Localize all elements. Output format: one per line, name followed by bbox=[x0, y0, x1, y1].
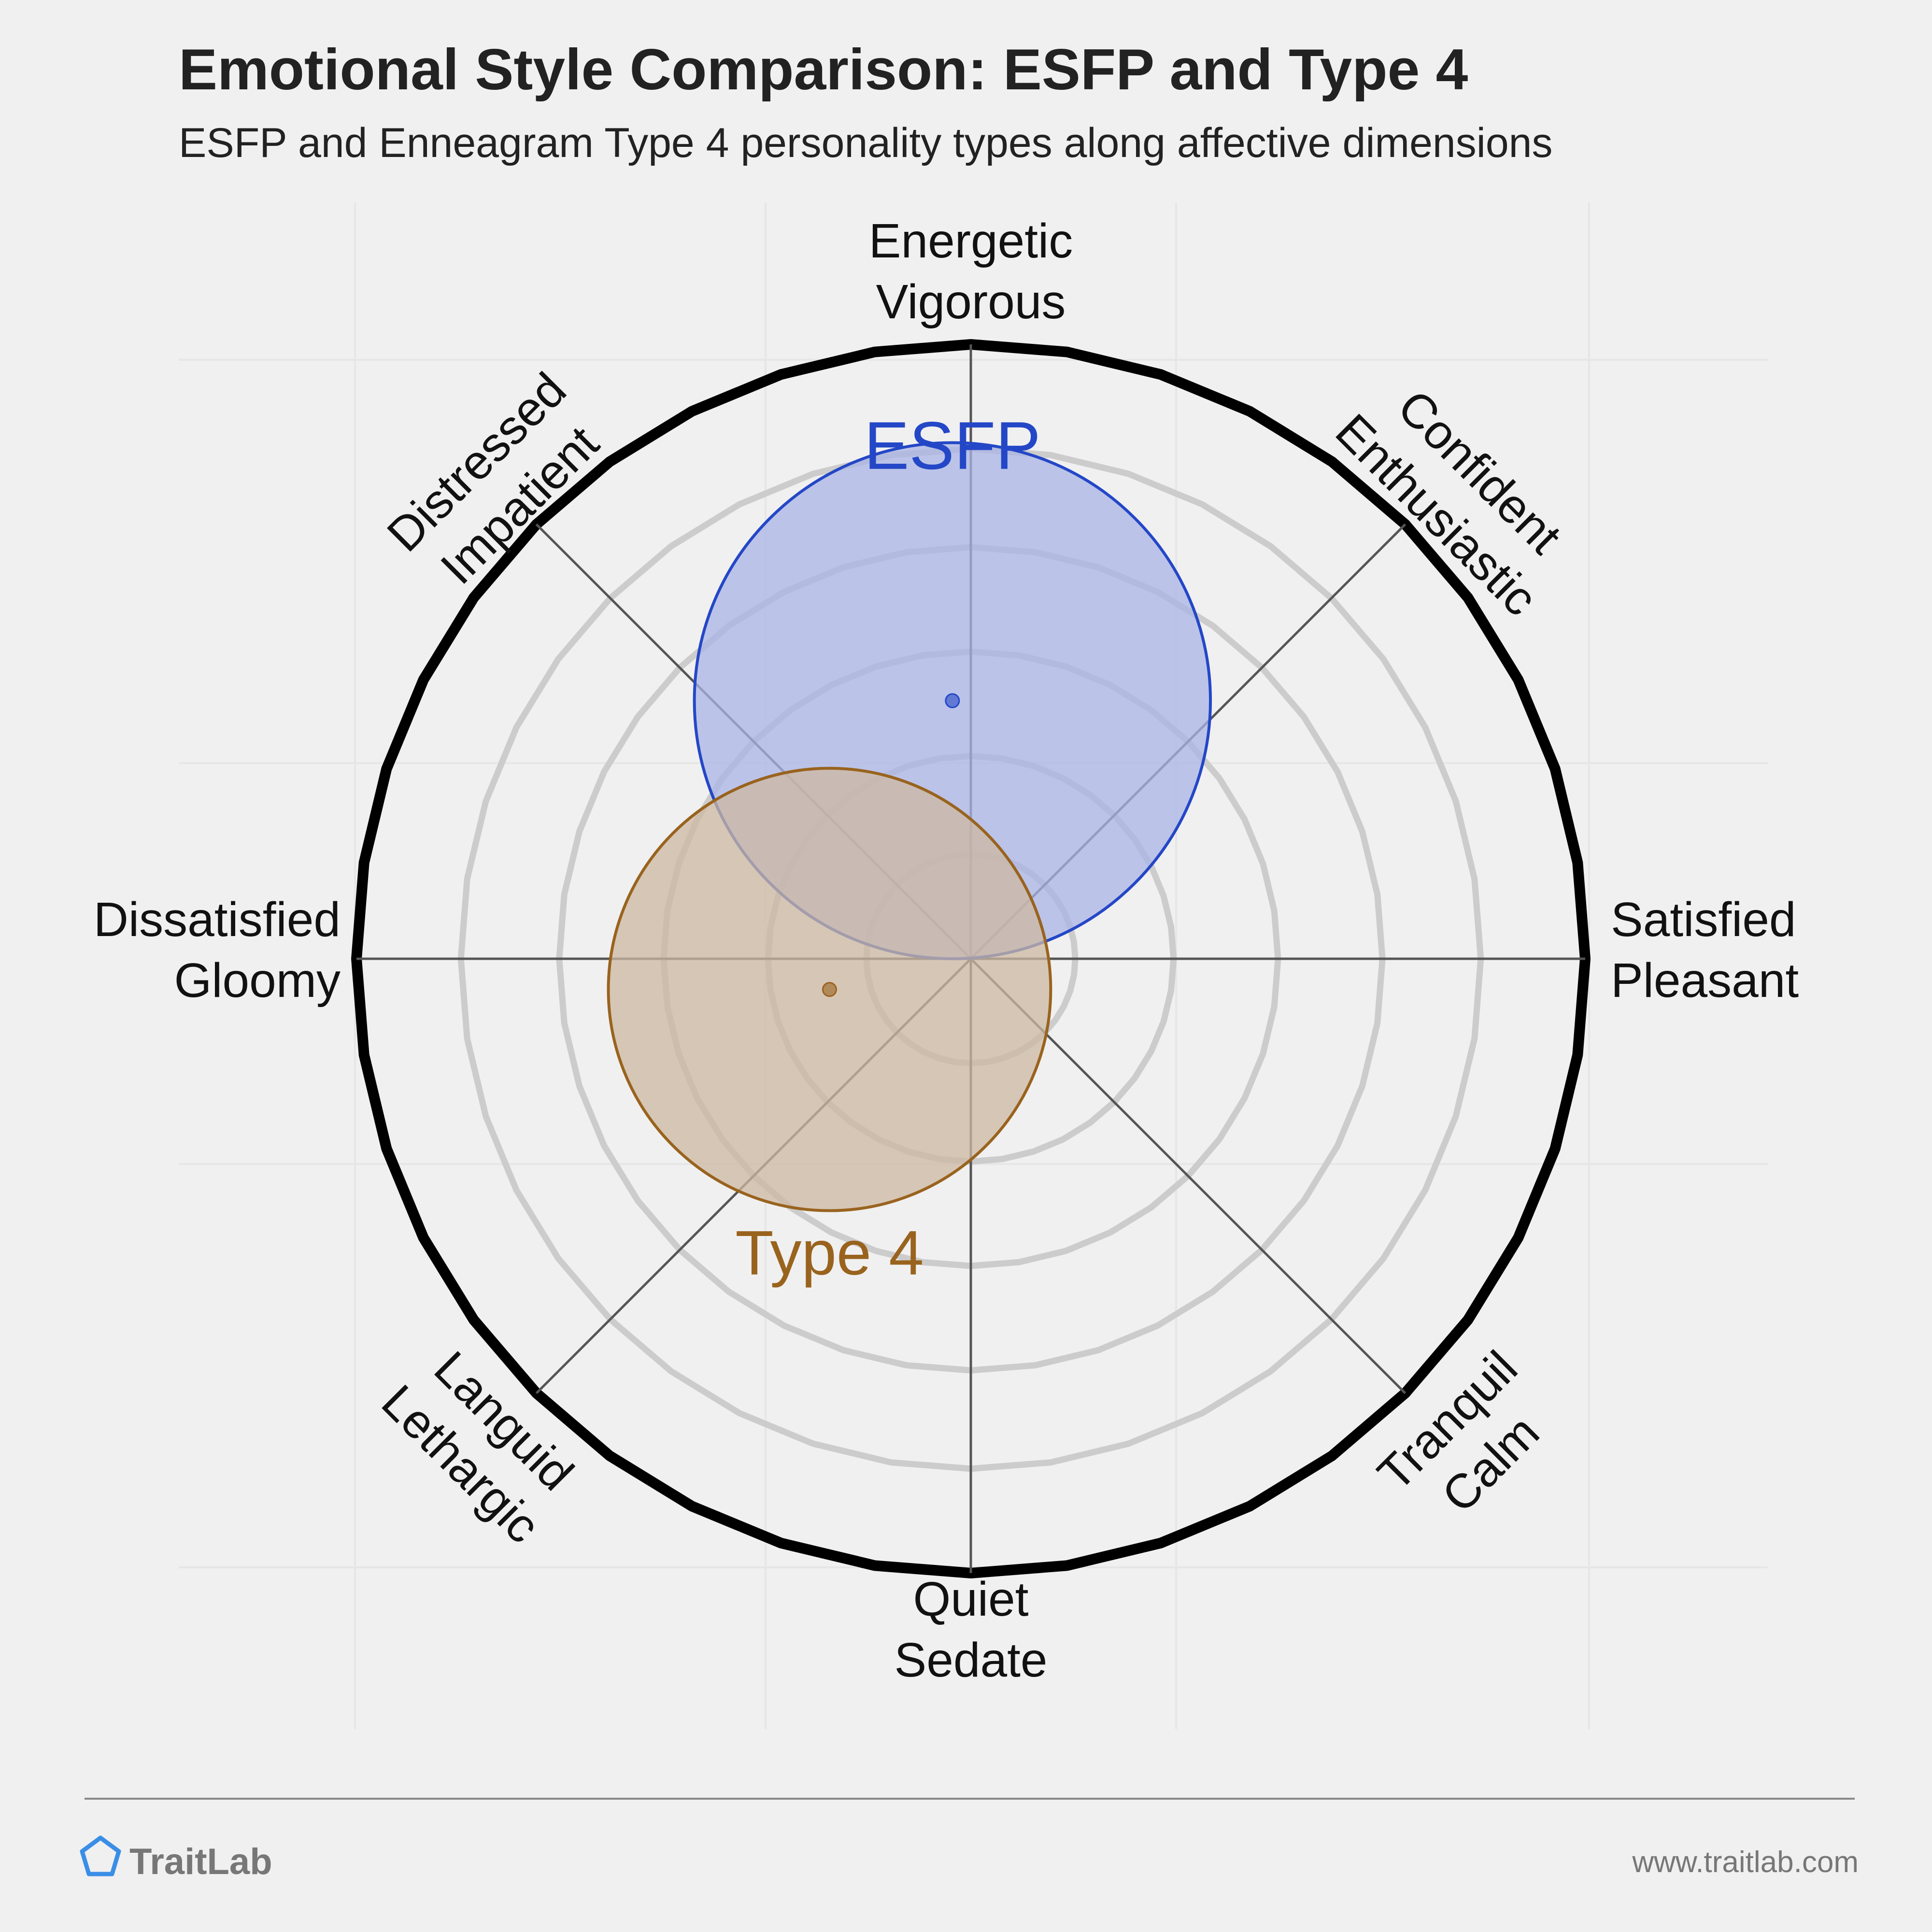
brand-name: TraitLab bbox=[129, 1841, 272, 1882]
axis-label-left: Dissatisfied Gloomy bbox=[94, 893, 341, 1008]
axis-label-text: Pleasant bbox=[1611, 953, 1799, 1008]
axis-label-text: Dissatisfied bbox=[94, 893, 341, 947]
axis-label-text: Satisfied bbox=[1611, 893, 1796, 947]
axis-label-right: Satisfied Pleasant bbox=[1611, 893, 1799, 1008]
chart-title: Emotional Style Comparison: ESFP and Typ… bbox=[179, 37, 1468, 102]
axis-label-text: Vigorous bbox=[876, 275, 1066, 329]
type-4-center-point bbox=[822, 982, 837, 997]
axis-label-top: Energetic Vigorous bbox=[869, 214, 1073, 329]
type-4-label: Type 4 bbox=[735, 1218, 923, 1288]
axis-label-text: Gloomy bbox=[174, 953, 341, 1008]
pentagon-logo-icon bbox=[80, 1835, 121, 1876]
axis-label-text: Energetic bbox=[869, 214, 1073, 268]
axis-label-bottom: Quiet Sedate bbox=[895, 1572, 1048, 1687]
axis-label-text: Sedate bbox=[895, 1633, 1048, 1687]
axis-label-text: Quiet bbox=[913, 1572, 1028, 1626]
chart-subtitle: ESFP and Enneagram Type 4 personality ty… bbox=[179, 120, 1553, 166]
esfp-label: ESFP bbox=[864, 408, 1041, 483]
series-marks: ESFP Type 4 bbox=[607, 408, 1212, 1288]
footer-url: www.traitlab.com bbox=[1632, 1846, 1859, 1879]
esfp-center-point bbox=[945, 693, 960, 709]
